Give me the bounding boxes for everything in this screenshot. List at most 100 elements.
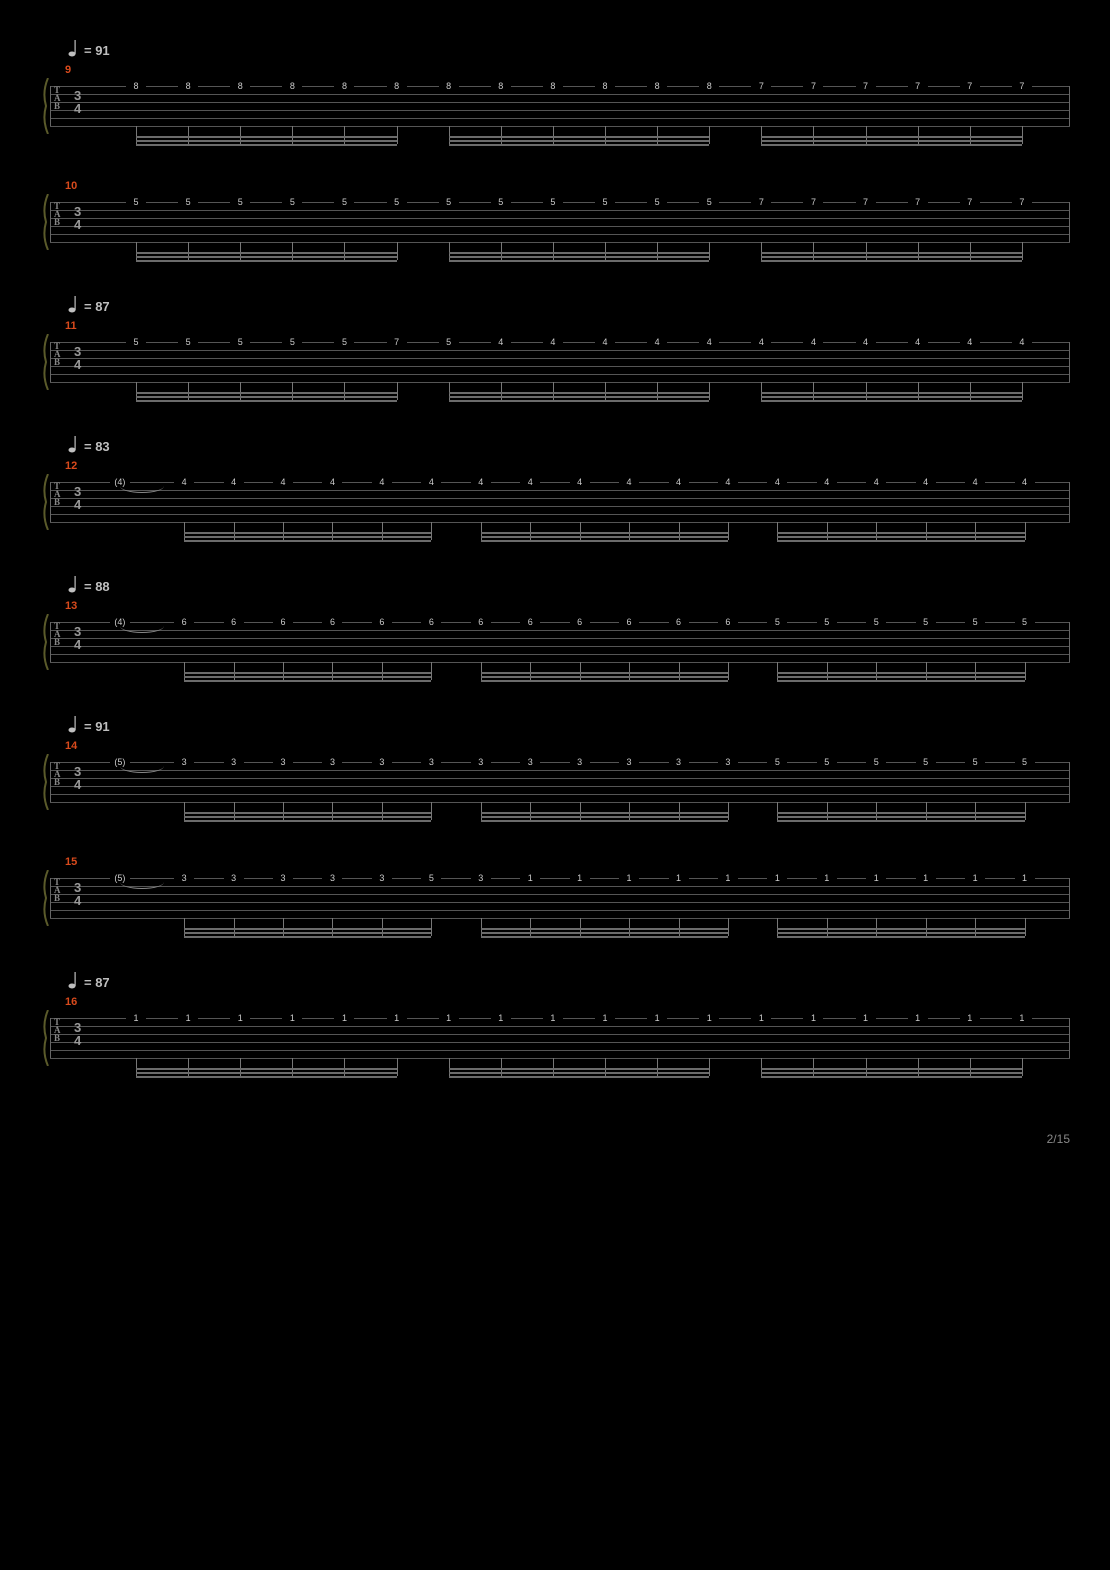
- fret-number: 1: [570, 874, 590, 882]
- beams-region: [100, 804, 1064, 822]
- fret-number: 1: [916, 874, 936, 882]
- fret-number: 3: [174, 758, 194, 766]
- tab-system: 10TAB34555555555555777777: [40, 180, 1070, 266]
- beam-group: [449, 134, 710, 146]
- barline: [50, 482, 51, 522]
- fret-number: 7: [803, 82, 823, 90]
- fret-number: 4: [1015, 478, 1035, 486]
- fret-number: 4: [965, 478, 985, 486]
- fret-number: 6: [570, 618, 590, 626]
- tab-clef: TAB: [54, 342, 61, 366]
- fret-number: 6: [273, 618, 293, 626]
- staff-wrap: TAB34555555555555777777: [40, 194, 1070, 266]
- tab-clef: TAB: [54, 86, 61, 110]
- fret-number: 7: [856, 82, 876, 90]
- fret-number: 6: [619, 618, 639, 626]
- time-signature: 34: [74, 625, 81, 651]
- fret-number: 4: [570, 478, 590, 486]
- fret-number: 4: [767, 478, 787, 486]
- fret-number: 5: [767, 618, 787, 626]
- beams-region: [100, 1060, 1064, 1078]
- beam-group: [777, 530, 1024, 542]
- tempo-marking: = 87: [68, 972, 1070, 990]
- fret-number: 5: [1015, 758, 1035, 766]
- fret-number: 6: [372, 618, 392, 626]
- tab-clef: TAB: [54, 1018, 61, 1042]
- tab-system: = 8813TAB34(4)666666666666555555: [40, 576, 1070, 686]
- bar-number: 12: [65, 460, 1070, 472]
- fret-number: 4: [669, 478, 689, 486]
- fret-number: 6: [471, 618, 491, 626]
- beams-region: [100, 128, 1064, 146]
- time-signature: 34: [74, 765, 81, 791]
- tempo-value: = 88: [84, 579, 110, 594]
- tempo-value: = 83: [84, 439, 110, 454]
- beam-group: [449, 1066, 710, 1078]
- bar-number: 9: [65, 64, 1070, 76]
- beams-region: [100, 244, 1064, 262]
- fret-number: 4: [595, 338, 615, 346]
- staff-wrap: TAB34(4)444444444444444444: [40, 474, 1070, 546]
- fret-number: 5: [178, 198, 198, 206]
- fret-number: 5: [543, 198, 563, 206]
- fret-number: 1: [387, 1014, 407, 1022]
- fret-number: 3: [520, 758, 540, 766]
- system-brace: [40, 614, 50, 686]
- fret-number: 5: [817, 618, 837, 626]
- fret-number: 5: [595, 198, 615, 206]
- beam-group: [481, 670, 728, 682]
- beam-group: [481, 530, 728, 542]
- time-signature: 34: [74, 881, 81, 907]
- fret-number: 4: [866, 478, 886, 486]
- fret-number: 8: [439, 82, 459, 90]
- time-signature: 34: [74, 205, 81, 231]
- tempo-value: = 87: [84, 299, 110, 314]
- fret-number: 4: [718, 478, 738, 486]
- fret-number: 5: [282, 338, 302, 346]
- fret-number: 1: [491, 1014, 511, 1022]
- tab-page: = 919TAB3488888888888877777710TAB3455555…: [0, 0, 1110, 1132]
- fret-number: 1: [647, 1014, 667, 1022]
- fret-number: 1: [282, 1014, 302, 1022]
- beam-group: [136, 134, 397, 146]
- fret-number: 5: [916, 758, 936, 766]
- fret-number: 4: [619, 478, 639, 486]
- beam-group: [184, 810, 431, 822]
- tab-system: = 8312TAB34(4)444444444444444444: [40, 436, 1070, 546]
- tab-staff: TAB34888888888888777777: [50, 78, 1070, 150]
- fret-number: 8: [230, 82, 250, 90]
- beam-group: [481, 810, 728, 822]
- beam-group: [777, 670, 1024, 682]
- system-brace: [40, 194, 50, 266]
- tempo-marking: = 83: [68, 436, 1070, 454]
- fret-number: 7: [960, 82, 980, 90]
- fret-number: 3: [224, 874, 244, 882]
- fret-number: 4: [817, 478, 837, 486]
- staff-wrap: TAB34111111111111111111: [40, 1010, 1070, 1082]
- barline: [1069, 202, 1070, 242]
- system-brace: [40, 78, 50, 150]
- fret-number: 3: [322, 758, 342, 766]
- fret-number: 4: [543, 338, 563, 346]
- fret-number: 1: [908, 1014, 928, 1022]
- bar-number: 15: [65, 856, 1070, 868]
- fret-number: 1: [543, 1014, 563, 1022]
- fret-number: 4: [1012, 338, 1032, 346]
- fret-number: 4: [647, 338, 667, 346]
- fret-number: 1: [520, 874, 540, 882]
- fret-number: 5: [334, 338, 354, 346]
- time-signature: 34: [74, 485, 81, 511]
- fret-number: 1: [230, 1014, 250, 1022]
- fret-number: 4: [751, 338, 771, 346]
- staff-wrap: TAB34(5)333333333333555555: [40, 754, 1070, 826]
- barline: [1069, 482, 1070, 522]
- tempo-marking: = 88: [68, 576, 1070, 594]
- fret-number: 8: [595, 82, 615, 90]
- staff-wrap: TAB34888888888888777777: [40, 78, 1070, 150]
- fret-number: (5): [110, 874, 130, 882]
- fret-number: 7: [856, 198, 876, 206]
- barline: [1069, 878, 1070, 918]
- fret-number: 5: [767, 758, 787, 766]
- tab-system: 15TAB34(5)333335311111111111: [40, 856, 1070, 942]
- quarter-note-icon: [68, 296, 78, 314]
